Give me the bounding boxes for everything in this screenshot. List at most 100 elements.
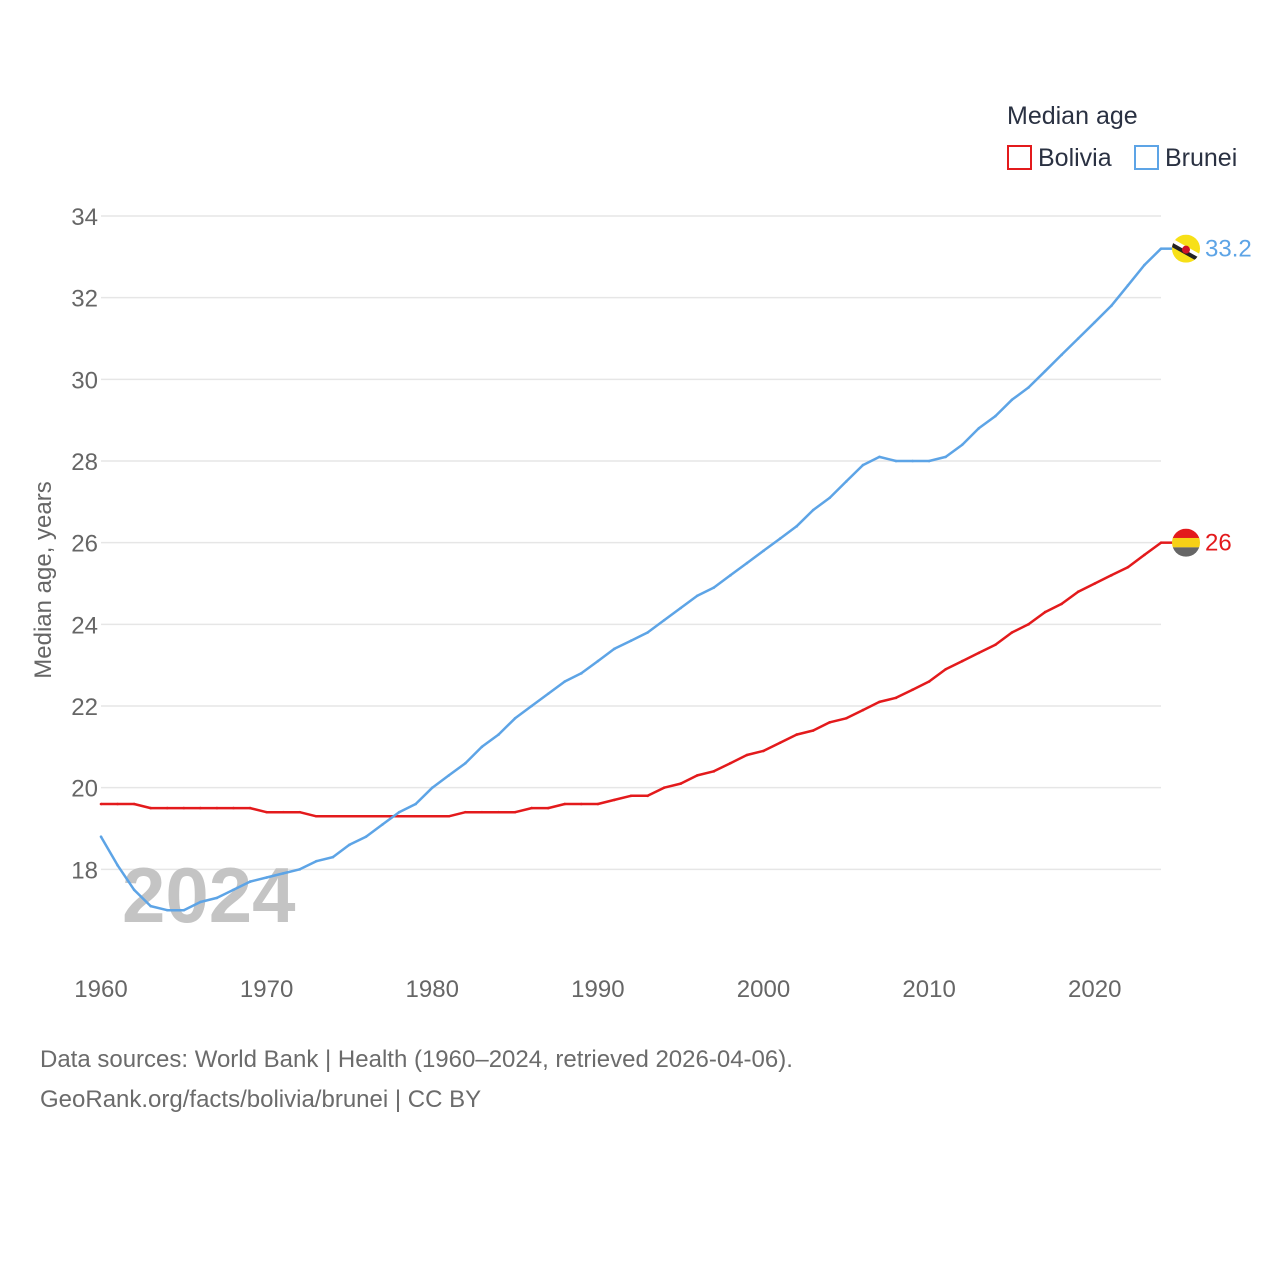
data-point-brunei-1987 — [546, 692, 550, 696]
legend-title: Median age — [1007, 102, 1138, 130]
data-point-bolivia-2023 — [1143, 553, 1146, 557]
data-point-brunei-2001 — [778, 537, 782, 540]
data-point-bolivia-1964 — [165, 806, 169, 810]
data-point-bolivia-1962 — [132, 802, 136, 806]
data-point-bolivia-2019 — [1076, 590, 1080, 593]
data-point-bolivia-1985 — [513, 810, 517, 814]
data-point-bolivia-1991 — [613, 798, 616, 802]
data-point-bolivia-1971 — [281, 810, 285, 814]
data-point-brunei-1960 — [99, 835, 103, 838]
end-value-label-brunei: 33.2 — [1205, 236, 1252, 263]
data-point-bolivia-1982 — [464, 810, 467, 814]
data-point-brunei-2003 — [811, 508, 815, 512]
data-point-bolivia-1984 — [497, 810, 500, 814]
data-point-brunei-1983 — [480, 745, 484, 749]
data-point-bolivia-2022 — [1126, 565, 1130, 569]
data-point-bolivia-1979 — [414, 814, 417, 818]
data-point-brunei-1966 — [199, 900, 202, 904]
series-line-bolivia[interactable] — [101, 541, 1162, 818]
data-point-bolivia-1993 — [646, 794, 649, 798]
data-point-brunei-1991 — [613, 647, 616, 651]
x-axis-ticks: 1960 1970 1980 1990 2000 2010 2020 — [74, 976, 1121, 1003]
data-point-brunei-2012 — [960, 443, 964, 446]
data-point-bolivia-1973 — [315, 814, 318, 818]
data-point-bolivia-1980 — [430, 814, 434, 818]
data-point-brunei-2008 — [894, 459, 898, 463]
data-point-brunei-1995 — [679, 606, 682, 610]
data-point-brunei-2020 — [1093, 320, 1097, 324]
data-point-brunei-1973 — [315, 859, 318, 863]
data-point-brunei-1976 — [364, 835, 368, 838]
y-tick-label-26: 26 — [71, 531, 98, 558]
data-point-bolivia-2021 — [1110, 574, 1113, 577]
year-watermark: 2024 — [122, 851, 296, 939]
data-point-brunei-2023 — [1143, 263, 1146, 267]
data-point-bolivia-2017 — [1043, 610, 1047, 614]
data-point-bolivia-2014 — [994, 643, 997, 647]
data-point-brunei-2016 — [1027, 386, 1030, 389]
y-tick-label-24: 24 — [71, 612, 98, 639]
data-point-bolivia-2000 — [762, 749, 765, 753]
data-point-bolivia-1966 — [199, 806, 202, 810]
data-point-brunei-1967 — [215, 896, 219, 900]
end-value-label-bolivia: 26 — [1205, 530, 1232, 557]
legend-label-brunei[interactable]: Brunei — [1165, 144, 1237, 172]
data-point-bolivia-1960 — [99, 802, 103, 806]
data-point-brunei-1992 — [629, 639, 633, 642]
data-point-brunei-1965 — [182, 908, 186, 912]
legend-label-bolivia[interactable]: Bolivia — [1038, 144, 1112, 172]
data-point-bolivia-1974 — [331, 814, 335, 818]
data-point-brunei-1997 — [712, 586, 716, 589]
data-sources-note: Data sources: World Bank | Health (1960–… — [40, 1046, 793, 1073]
data-point-brunei-2018 — [1060, 353, 1063, 357]
data-point-brunei-2000 — [762, 549, 765, 553]
data-point-brunei-1964 — [165, 908, 169, 912]
legend-swatch-brunei[interactable] — [1134, 145, 1159, 170]
data-point-bolivia-1967 — [215, 806, 219, 810]
data-point-brunei-1981 — [447, 774, 451, 777]
data-point-brunei-1979 — [414, 802, 417, 806]
y-tick-label-34: 34 — [71, 204, 98, 231]
data-point-brunei-1968 — [232, 888, 235, 892]
data-point-brunei-2019 — [1076, 337, 1080, 340]
data-point-bolivia-1990 — [596, 802, 600, 806]
data-point-brunei-1963 — [149, 904, 152, 908]
data-point-bolivia-1986 — [530, 806, 533, 810]
data-point-brunei-1989 — [580, 672, 583, 675]
data-point-brunei-2010 — [927, 459, 931, 463]
data-point-bolivia-2004 — [828, 721, 832, 724]
grid-lines — [101, 215, 1161, 871]
data-point-brunei-1977 — [381, 823, 384, 826]
y-axis-ticks: 18 20 22 24 26 28 30 32 34 — [71, 204, 98, 884]
data-point-bolivia-1970 — [265, 810, 268, 814]
median-age-chart: 18 20 22 24 26 28 30 32 34 1960 1970 1980 1990 2000 2… — [30, 102, 1252, 1003]
data-point-bolivia-2002 — [795, 733, 798, 736]
data-point-brunei-1996 — [695, 594, 699, 598]
data-point-bolivia-1969 — [248, 806, 252, 810]
data-point-brunei-1982 — [464, 761, 467, 765]
data-point-brunei-1974 — [331, 855, 335, 859]
data-point-brunei-2006 — [861, 463, 865, 467]
data-point-bolivia-1981 — [447, 814, 451, 818]
data-point-brunei-2002 — [795, 525, 798, 528]
data-point-brunei-1993 — [646, 631, 649, 634]
data-point-bolivia-2016 — [1027, 623, 1030, 626]
data-point-bolivia-1975 — [348, 814, 351, 818]
y-tick-label-20: 20 — [71, 776, 98, 803]
x-tick-label-1960: 1960 — [74, 976, 127, 1003]
series-end-markers: 26 33.2 — [1161, 234, 1252, 557]
data-point-bolivia-1992 — [629, 794, 633, 798]
y-tick-label-18: 18 — [71, 857, 98, 884]
x-tick-label-2000: 2000 — [737, 976, 790, 1003]
y-tick-label-32: 32 — [71, 286, 98, 313]
data-point-bolivia-1989 — [580, 802, 583, 806]
data-point-bolivia-1996 — [695, 774, 699, 777]
data-point-bolivia-2005 — [845, 716, 848, 720]
y-axis-title: Median age, years — [30, 481, 57, 678]
data-point-brunei-1985 — [513, 716, 517, 720]
legend-swatch-bolivia[interactable] — [1007, 145, 1032, 170]
data-point-brunei-2021 — [1110, 304, 1113, 308]
attribution-link[interactable]: GeoRank.org/facts/bolivia/brunei | CC BY — [40, 1086, 482, 1113]
data-point-brunei-1961 — [116, 863, 119, 867]
data-point-brunei-2007 — [878, 455, 881, 459]
